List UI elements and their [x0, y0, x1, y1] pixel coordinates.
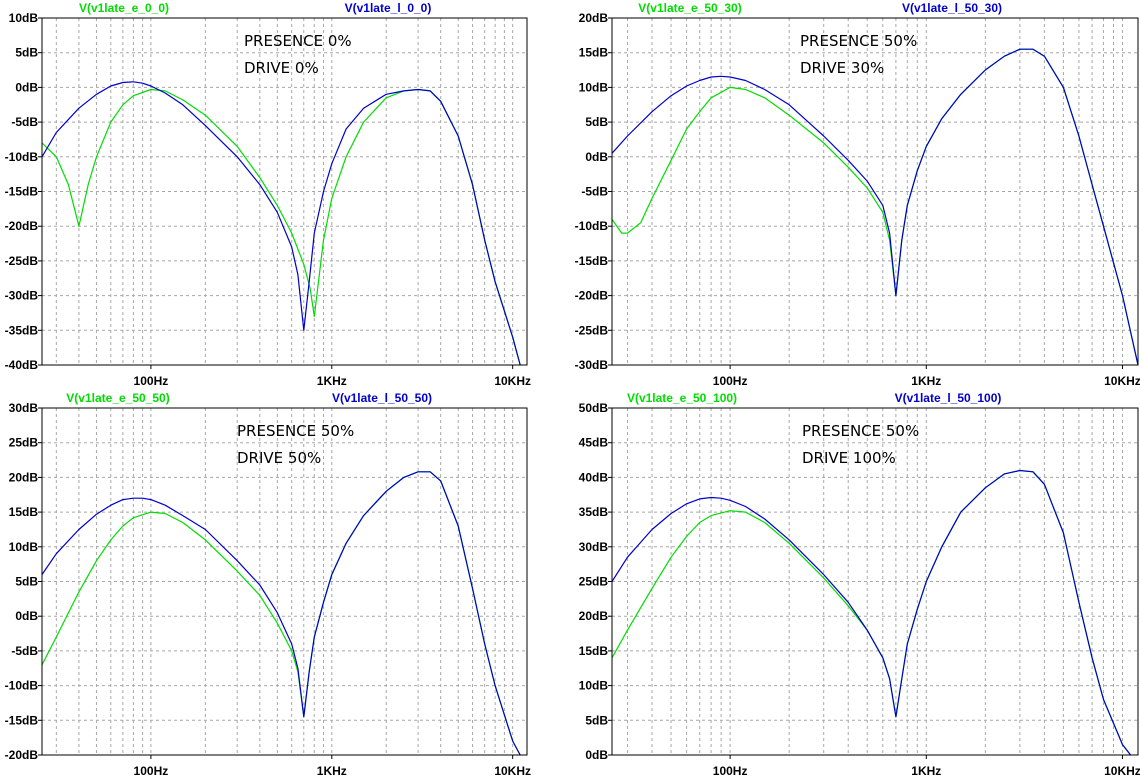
legend-entry: V(v1late_l_50_50): [332, 391, 432, 405]
y-tick-label: 15dB: [579, 644, 609, 658]
series-line-e: [612, 469, 1132, 755]
plot-frame: [611, 17, 1139, 366]
x-tick-label: 1KHz: [317, 374, 347, 388]
y-tick-label: -15dB: [5, 185, 39, 199]
y-tick-label: -5dB: [11, 644, 38, 658]
x-tick-label: 1KHz: [317, 764, 347, 778]
plot-frame: [41, 17, 528, 366]
y-tick-label: 35dB: [579, 505, 609, 519]
series-line-l: [42, 471, 521, 755]
legend-entry: V(v1late_e_0_0): [79, 1, 169, 15]
y-tick-label: 5dB: [585, 115, 608, 129]
y-tick-label: -5dB: [581, 185, 608, 199]
y-tick-label: 15dB: [579, 46, 609, 60]
x-tick-label: 100Hz: [713, 764, 748, 778]
y-tick-label: -20dB: [5, 748, 39, 762]
chart-panel-3: 30dB 25dB 20dB 15dB 10dB 5dB 0dB -5dB -10dB -15dB…: [5, 391, 531, 778]
y-tick-label: -5dB: [11, 115, 38, 129]
x-tick-label: 1KHz: [911, 374, 941, 388]
x-tick-label: 100Hz: [134, 374, 169, 388]
y-tick-label: -25dB: [575, 323, 609, 337]
x-tick-label: 10KHz: [494, 764, 531, 778]
y-tick-label: 0dB: [15, 609, 38, 623]
presence-annotation: PRESENCE 50%: [237, 422, 354, 440]
presence-annotation: PRESENCE 50%: [800, 32, 917, 50]
legend-entry: V(v1late_l_50_100): [895, 391, 1002, 405]
x-tick-label: 100Hz: [134, 764, 169, 778]
y-tick-label: -10dB: [5, 679, 39, 693]
series-line-e: [42, 471, 521, 755]
legend-entry: V(v1late_l_50_30): [902, 1, 1002, 15]
y-tick-label: 20dB: [579, 11, 609, 25]
drive-annotation: DRIVE 50%: [237, 449, 321, 467]
y-tick-label: 10dB: [9, 11, 39, 25]
y-tick-label: 0dB: [585, 748, 608, 762]
y-tick-label: -20dB: [5, 219, 39, 233]
presence-annotation: PRESENCE 50%: [802, 422, 919, 440]
y-tick-label: 40dB: [579, 470, 609, 484]
drive-annotation: DRIVE 30%: [800, 59, 884, 77]
y-tick-label: -40dB: [5, 358, 39, 372]
drive-annotation: DRIVE 100%: [802, 449, 896, 467]
legend-entry: V(v1late_e_50_30): [638, 1, 741, 15]
legend-entry: V(v1late_e_50_100): [627, 391, 737, 405]
legend-entry: V(v1late_e_50_50): [66, 391, 169, 405]
y-tick-label: 0dB: [15, 80, 38, 94]
chart-panel-4: 50dB 45dB 40dB 35dB 30dB 25dB 20dB 15dB 10dB 5dB 0…: [579, 391, 1140, 778]
presence-annotation: PRESENCE 0%: [244, 32, 352, 50]
x-tick-label: 10KHz: [1104, 764, 1140, 778]
y-tick-label: 5dB: [15, 46, 38, 60]
x-tick-label: 100Hz: [713, 374, 748, 388]
plot-frame: [611, 407, 1139, 756]
legend-entry: V(v1late_l_0_0): [345, 1, 432, 15]
y-tick-label: 25dB: [579, 575, 609, 589]
y-tick-label: 20dB: [579, 609, 609, 623]
drive-annotation: DRIVE 0%: [244, 59, 319, 77]
y-tick-label: -30dB: [575, 358, 609, 372]
y-tick-label: -10dB: [5, 150, 39, 164]
x-tick-label: 1KHz: [911, 764, 941, 778]
x-tick-label: 10KHz: [494, 374, 531, 388]
y-tick-label: -30dB: [5, 289, 39, 303]
series-line-l: [612, 469, 1132, 755]
y-tick-label: -10dB: [575, 219, 609, 233]
y-tick-label: -35dB: [5, 323, 39, 337]
y-tick-label: 45dB: [579, 436, 609, 450]
y-tick-label: -20dB: [575, 289, 609, 303]
plot-frame: [41, 407, 528, 756]
chart-panel-2: 20dB 15dB 10dB 5dB 0dB -5dB -10dB -15dB -20dB -25…: [575, 1, 1140, 388]
y-tick-label: 10dB: [579, 679, 609, 693]
y-tick-label: 30dB: [579, 540, 609, 554]
series-line-l: [612, 48, 1138, 365]
y-tick-label: 15dB: [9, 505, 39, 519]
y-tick-label: 25dB: [9, 436, 39, 450]
series-line-e: [42, 88, 521, 365]
y-tick-label: 50dB: [579, 401, 609, 415]
y-tick-label: 5dB: [15, 575, 38, 589]
y-tick-label: 20dB: [9, 470, 39, 484]
y-tick-label: 10dB: [9, 540, 39, 554]
series-line-l: [42, 81, 521, 365]
chart-panel-1: 10dB 5dB 0dB -5dB -10dB -15dB -20dB -25dB -30dB -…: [5, 1, 531, 388]
y-tick-label: 10dB: [579, 80, 609, 94]
y-tick-label: -15dB: [5, 713, 39, 727]
y-tick-label: -15dB: [575, 254, 609, 268]
x-tick-label: 10KHz: [1104, 374, 1140, 388]
y-tick-label: 5dB: [585, 713, 608, 727]
y-tick-label: 30dB: [9, 401, 39, 415]
y-tick-label: 0dB: [585, 150, 608, 164]
y-tick-label: -25dB: [5, 254, 39, 268]
series-line-e: [612, 48, 1138, 365]
